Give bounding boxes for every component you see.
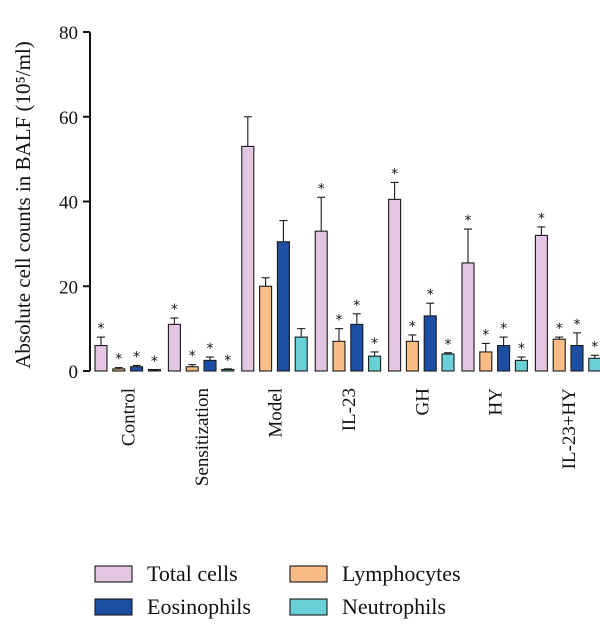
significance-star: * <box>171 302 178 318</box>
significance-star: * <box>207 341 214 357</box>
bar <box>259 285 273 372</box>
y-tick-label: 80 <box>59 23 78 44</box>
significance-star: * <box>353 298 360 314</box>
bar <box>405 340 419 372</box>
bar <box>423 315 437 372</box>
significance-star: * <box>482 327 489 343</box>
bar <box>185 366 199 372</box>
significance-star: * <box>371 336 378 352</box>
bar <box>497 345 511 372</box>
legend-label: Neutrophils <box>342 594 446 619</box>
significance-star: * <box>556 321 563 337</box>
significance-star: * <box>336 313 343 329</box>
legend-label: Lymphocytes <box>342 561 461 586</box>
x-tick-label: HY <box>486 388 507 416</box>
y-tick-label: 40 <box>59 193 78 214</box>
x-tick-label: Model <box>266 388 287 438</box>
bar <box>241 145 255 372</box>
legend-label: Total cells <box>147 561 238 586</box>
y-tick-label: 60 <box>59 108 78 129</box>
y-axis-title: Absolute cell counts in BALF (10⁵/ml) <box>11 41 35 369</box>
bar <box>588 357 600 372</box>
legend-swatch <box>94 565 133 583</box>
x-tick-label: Control <box>119 388 140 446</box>
y-tick-label: 20 <box>59 277 78 298</box>
bar <box>167 323 181 372</box>
legend: Total cells Lymphocytes Eosinophils Neutrop… <box>94 561 461 619</box>
significance-star: * <box>189 349 196 365</box>
bar <box>552 338 566 372</box>
bar <box>441 353 455 372</box>
bar <box>479 351 493 372</box>
significance-star: * <box>409 319 416 335</box>
significance-star: * <box>500 321 507 337</box>
significance-star: * <box>98 321 105 337</box>
legend-label: Eosinophils <box>147 594 251 619</box>
significance-star: * <box>115 352 122 368</box>
significance-star: * <box>224 353 231 369</box>
x-tick-label: IL-23+HY <box>559 388 580 470</box>
bar <box>368 355 382 372</box>
bar <box>112 368 126 372</box>
bar <box>314 230 328 372</box>
bar <box>294 336 308 372</box>
x-tick-label: Sensitization <box>192 388 213 487</box>
legend-swatch <box>289 598 328 616</box>
significance-star: * <box>465 213 472 229</box>
bar <box>276 241 290 372</box>
bar <box>461 262 475 372</box>
significance-star: * <box>427 287 434 303</box>
legend-swatch <box>289 565 328 583</box>
significance-star: * <box>538 211 545 227</box>
significance-star: * <box>591 339 598 355</box>
bar <box>534 234 548 372</box>
x-tick-label: IL-23 <box>339 388 360 431</box>
significance-star: * <box>518 341 525 357</box>
bar <box>332 340 346 372</box>
bar <box>350 323 364 372</box>
y-tick-label: 0 <box>69 362 79 383</box>
significance-star: * <box>318 181 325 197</box>
bar <box>388 198 402 372</box>
legend-swatch <box>94 598 133 616</box>
significance-star: * <box>391 166 398 182</box>
bar <box>94 345 108 372</box>
significance-star: * <box>151 354 158 370</box>
significance-star: * <box>574 317 581 333</box>
bar <box>570 345 584 372</box>
bar <box>514 359 528 372</box>
x-tick-label: GH <box>412 388 433 416</box>
significance-star: * <box>133 349 140 365</box>
significance-star: * <box>445 337 452 353</box>
plot-area: 0 20 40 60 80 * * * * Control * * * * Sensitization Mod… <box>59 23 600 486</box>
bar <box>130 366 144 372</box>
bar <box>203 359 217 372</box>
